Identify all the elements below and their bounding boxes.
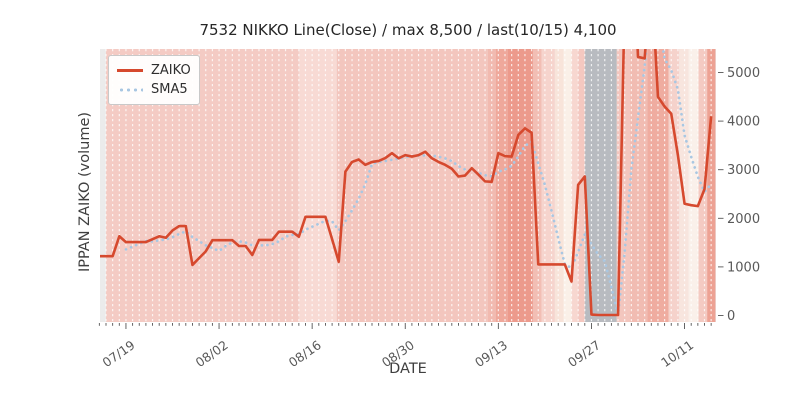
svg-text:5000: 5000 — [727, 66, 760, 81]
chart-title: 7532 NIKKO Line(Close) / max 8,500 / las… — [199, 21, 617, 39]
legend-item-zaiko: ZAIKO — [117, 61, 191, 80]
x-axis-label: DATE — [389, 361, 427, 377]
svg-text:1000: 1000 — [727, 260, 760, 275]
zaiko-line-swatch — [117, 69, 143, 72]
svg-text:0: 0 — [727, 309, 735, 324]
x-tick-marks — [98, 323, 712, 329]
legend-label-sma5: SMA5 — [151, 82, 188, 97]
zaiko-line — [100, 49, 713, 317]
svg-text:4000: 4000 — [727, 115, 760, 130]
svg-text:3000: 3000 — [727, 163, 760, 178]
sma5-dotted-swatch — [117, 87, 143, 92]
svg-text:2000: 2000 — [727, 212, 760, 227]
legend-label-zaiko: ZAIKO — [151, 63, 191, 78]
series-lines — [100, 49, 713, 317]
legend: ZAIKO SMA5 — [108, 55, 200, 105]
legend-item-sma5: SMA5 — [117, 80, 191, 99]
y-tick-labels: 0 1000 2000 3000 4000 5000 — [727, 66, 760, 324]
y-tick-marks — [718, 72, 724, 316]
